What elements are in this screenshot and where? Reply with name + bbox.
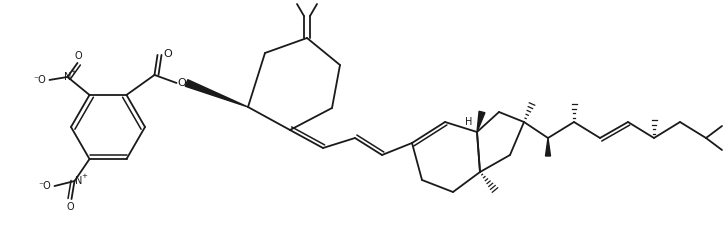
Text: O: O bbox=[67, 202, 74, 212]
Polygon shape bbox=[185, 80, 248, 107]
Text: +: + bbox=[81, 173, 87, 179]
Polygon shape bbox=[477, 111, 485, 132]
Text: +: + bbox=[70, 69, 76, 75]
Text: O: O bbox=[163, 49, 172, 59]
Text: N: N bbox=[75, 176, 82, 186]
Text: N: N bbox=[64, 72, 71, 82]
Polygon shape bbox=[545, 138, 550, 156]
Text: H: H bbox=[465, 117, 473, 127]
Text: ⁻O: ⁻O bbox=[33, 75, 46, 85]
Text: O: O bbox=[177, 78, 186, 88]
Text: ⁻O: ⁻O bbox=[38, 181, 51, 191]
Text: O: O bbox=[75, 51, 82, 61]
